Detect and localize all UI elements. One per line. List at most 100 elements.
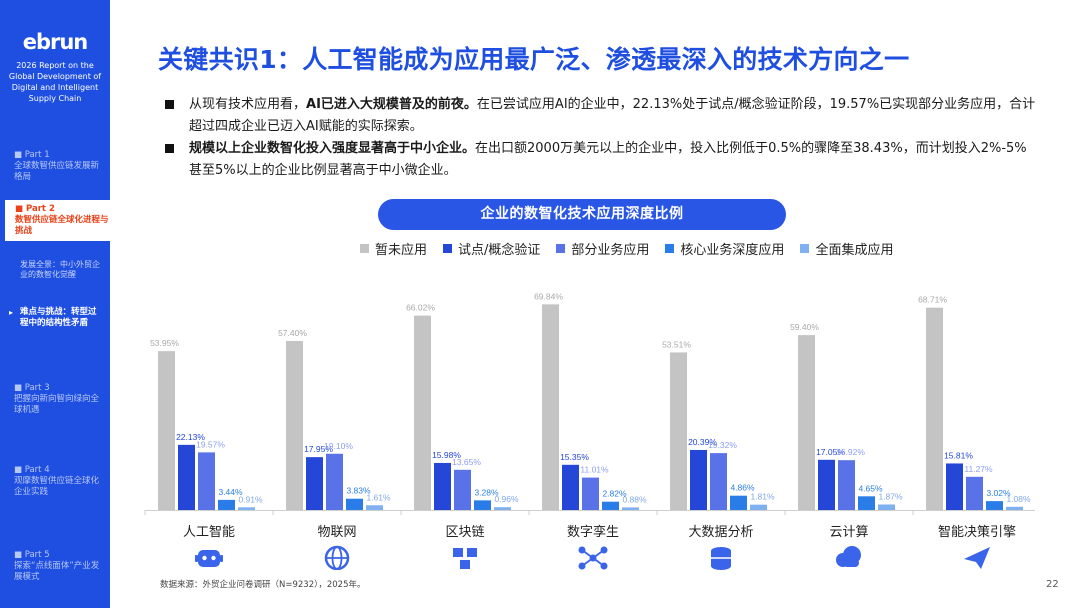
data-label-3-3: 2.82% <box>602 489 627 499</box>
data-source-note: 数据来源：外贸企业问卷调研（N=9232），2025年。 <box>160 580 366 590</box>
legend-swatch <box>360 243 369 253</box>
category-label-0: 人工智能 <box>183 525 235 540</box>
bullet-2-text: 在出口额2000万美元以上的企业中，投入比例低于0.5%的骤降至38.43%，而… <box>189 141 1027 178</box>
data-label-5-4: 1.87% <box>878 491 903 501</box>
nav-part-4[interactable]: ■ Part 4 观摩数智供应链全球化企业实践 <box>14 465 100 497</box>
bar-5-3 <box>858 496 875 510</box>
legend-label: 试点/概念验证 <box>458 242 541 258</box>
bar-6-4 <box>1006 506 1023 510</box>
data-label-4-3: 4.86% <box>730 483 755 493</box>
database-bottom-icon <box>711 562 731 570</box>
data-label-0-2: 19.57% <box>196 439 225 449</box>
data-label-2-2: 13.65% <box>452 457 481 467</box>
data-label-2-1: 15.98% <box>432 450 461 460</box>
legend-label: 暂未应用 <box>375 242 428 258</box>
legend-item-not-applied: 暂未应用 <box>360 240 428 258</box>
legend-label: 核心业务深度应用 <box>680 242 785 258</box>
nav-part-1[interactable]: ■ Part 1 全球数智供应链发展新格局 <box>14 150 100 182</box>
data-label-3-0: 69.84% <box>534 291 563 301</box>
bar-4-1 <box>690 449 707 510</box>
nav-part-3[interactable]: ■ Part 3 把握向新向智向绿向全球机遇 <box>14 383 100 415</box>
bullet-2-bold: 规模以上企业数智化投入强度显著高于中小企业。 <box>189 141 476 156</box>
nav-sub-item-2-current[interactable]: 难点与挑战：转型过程中的结构性矛盾 <box>9 307 104 329</box>
block-cube-icon <box>453 548 463 557</box>
category-label-3: 数字孪生 <box>567 524 619 540</box>
block-cube-icon <box>467 548 477 557</box>
bar-chart: 53.95% 22.13%19.57% 3.44%0.91% 人工智能 57.40% 17… <box>144 291 1035 570</box>
legend-swatch <box>800 243 810 253</box>
data-label-0-1: 22.13% <box>176 432 205 442</box>
bar-4-3 <box>730 495 747 510</box>
node-icon <box>600 562 608 570</box>
nav-sub-item-1-title: 发展全景：中小外贸企业的数智化觉醒 <box>20 260 100 279</box>
bar-5-1 <box>818 459 835 510</box>
data-label-6-1: 15.81% <box>944 450 973 460</box>
data-label-4-4: 1.81% <box>750 492 775 502</box>
nav-part-3-title: 把握向新向智向绿向全球机遇 <box>14 394 100 415</box>
data-label-1-0: 57.40% <box>278 328 307 338</box>
ebrun-logo: ebrun <box>22 30 89 54</box>
category-label-4: 大数据分析 <box>688 525 753 540</box>
bullet-1-lead: 从现有技术应用看， <box>189 97 307 112</box>
category-label-2: 区块链 <box>445 525 484 540</box>
data-label-1-4: 1.61% <box>366 492 391 502</box>
bar-2-1 <box>434 462 451 510</box>
bar-4-2 <box>710 453 727 510</box>
bar-6-2 <box>966 476 983 510</box>
legend-swatch <box>556 243 566 253</box>
bar-3-2 <box>582 477 599 510</box>
nav-part-1-label: Part 1 <box>24 150 50 160</box>
block-cube-icon <box>460 560 470 569</box>
data-label-3-4: 0.88% <box>622 494 647 504</box>
bullet-1-bold: AI已进入大规模普及的前夜。 <box>306 97 477 112</box>
nav-part-4-label: Part 4 <box>24 465 50 475</box>
bar-4-0 <box>670 352 687 510</box>
category-label-1: 物联网 <box>317 525 356 540</box>
data-label-3-1: 15.35% <box>560 452 589 462</box>
data-label-2-4: 0.96% <box>494 494 519 504</box>
node-icon <box>589 554 597 562</box>
nav-sub-item-1[interactable]: 发展全景：中小外贸企业的数智化觉醒 <box>20 260 104 280</box>
bullet-1: 从现有技术应用看，AI已进入大规模普及的前夜。在已尝试应用AI的企业中，22.1… <box>165 94 1037 138</box>
bar-2-3 <box>474 500 491 510</box>
data-label-6-0: 68.71% <box>918 295 947 305</box>
nav-part-4-title: 观摩数智供应链全球化企业实践 <box>14 476 100 497</box>
legend-item-pilot: 试点/概念验证 <box>443 240 541 258</box>
category-label-5: 云计算 <box>829 525 868 540</box>
data-label-4-2: 19.32% <box>708 440 737 450</box>
nav-part-5[interactable]: ■ Part 5 探索“点线面体”产业发展模式 <box>14 550 100 582</box>
chart-title: 企业的数智化技术应用深度比例 <box>378 199 786 230</box>
nav-part-2-active[interactable]: ■ Part 2 数智供应链全球化进程与挑战 <box>5 200 110 241</box>
data-label-5-0: 59.40% <box>790 322 819 332</box>
legend-item-partial: 部分业务应用 <box>556 240 649 258</box>
bar-6-0 <box>926 307 943 510</box>
bar-1-4 <box>366 505 383 510</box>
data-label-0-3: 3.44% <box>218 487 243 497</box>
legend-item-full: 全面集成应用 <box>800 240 893 258</box>
bar-1-0 <box>286 340 303 510</box>
bar-0-2 <box>198 452 215 510</box>
bar-0-1 <box>178 444 195 510</box>
node-icon <box>600 546 608 554</box>
bar-3-0 <box>542 304 559 510</box>
bar-4-4 <box>750 504 767 510</box>
bar-2-2 <box>454 469 471 510</box>
bar-1-3 <box>346 498 363 510</box>
data-label-6-3: 3.02% <box>986 488 1011 498</box>
nav-part-2-title: 数智供应链全球化进程与挑战 <box>15 215 109 236</box>
nav-part-5-title: 探索“点线面体”产业发展模式 <box>14 561 100 582</box>
data-label-0-4: 0.91% <box>238 494 263 504</box>
bar-5-4 <box>878 504 895 510</box>
page-number: 22 <box>1046 579 1059 590</box>
bullet-square-icon <box>165 144 174 153</box>
bar-2-4 <box>494 507 511 510</box>
data-label-5-2: 16.92% <box>836 447 865 457</box>
data-label-4-1: 20.39% <box>688 437 717 447</box>
robot-eye-icon <box>202 555 207 561</box>
data-label-0-0: 53.95% <box>150 338 179 348</box>
report-title: 2026 Report on the Global Development of… <box>8 61 102 103</box>
data-label-5-1: 17.05% <box>816 447 845 457</box>
data-label-2-0: 66.02% <box>406 303 435 313</box>
data-label-1-2: 19.10% <box>324 441 353 451</box>
nav-part-5-label: Part 5 <box>24 550 50 560</box>
